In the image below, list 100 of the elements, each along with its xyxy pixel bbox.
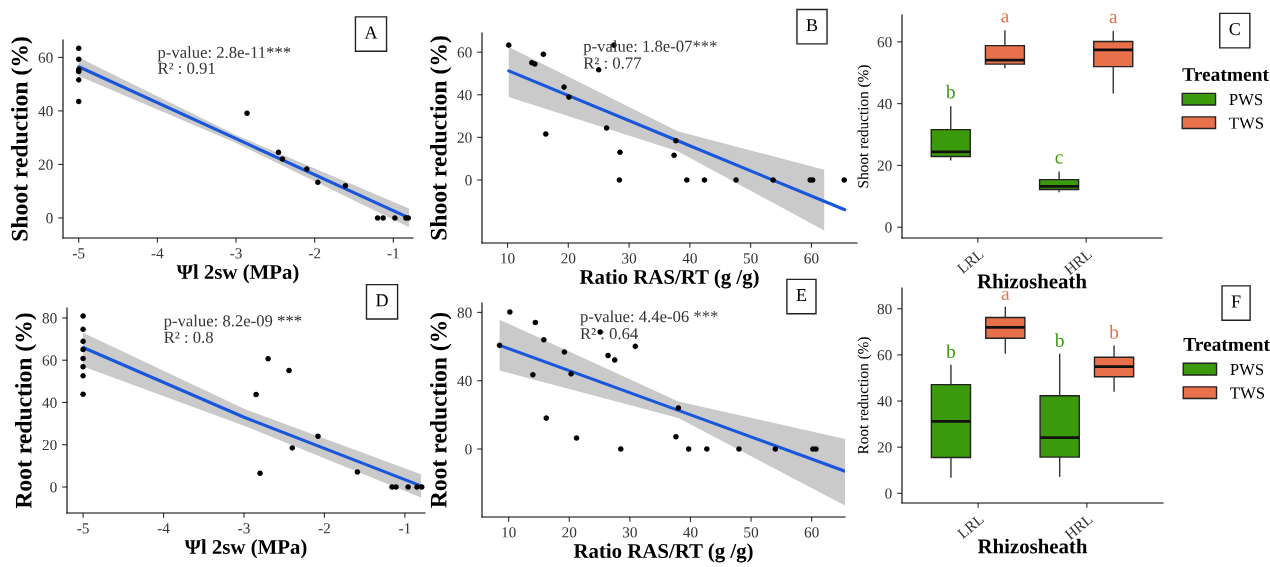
point — [772, 446, 779, 452]
point — [496, 342, 503, 349]
point — [354, 469, 361, 475]
point — [405, 484, 411, 490]
y-tick-label: 0 — [885, 488, 892, 499]
y-tick-label: 60 — [38, 52, 53, 63]
x-tick-label: 40 — [683, 527, 698, 538]
x-tick-label: 30 — [622, 253, 637, 264]
point — [505, 42, 512, 48]
point — [770, 177, 776, 183]
x-tick-label: -4 — [157, 523, 170, 534]
point — [374, 215, 381, 221]
x-tick-label: 60 — [804, 527, 819, 538]
y-tick-label: 40 — [38, 106, 53, 117]
point — [507, 309, 513, 315]
x-tick-label: HRL — [1064, 513, 1093, 541]
point — [543, 415, 550, 421]
point — [541, 336, 547, 343]
point — [75, 45, 82, 52]
point — [342, 183, 349, 189]
point — [414, 484, 420, 490]
point — [530, 371, 536, 378]
x-tick-label: -5 — [77, 523, 89, 534]
point — [80, 363, 86, 370]
annotation: p-value: 4.4e-06 *** — [580, 310, 718, 326]
point — [684, 177, 690, 183]
point — [75, 77, 82, 83]
point — [80, 346, 86, 353]
x-axis-title: Ratio RAS/RT (g /g) — [579, 269, 759, 289]
x-tick-label: 60 — [804, 253, 819, 264]
y-axis-title: Root reduction (%) — [430, 312, 452, 508]
x-tick-label: -5 — [72, 248, 85, 259]
x-tick-label: -1 — [387, 248, 399, 259]
text: a — [1001, 290, 1010, 300]
text: D — [376, 294, 388, 307]
text: c — [1055, 154, 1063, 164]
y-axis-title: Root reduction (%) — [15, 313, 37, 509]
point — [289, 445, 296, 451]
x-axis-title: Ψl 2sw (MPa) — [176, 264, 299, 284]
point — [568, 371, 574, 377]
x-tick-label: HRL — [1063, 248, 1093, 276]
point — [605, 352, 611, 359]
text: b — [1109, 325, 1119, 339]
x-axis-title: Ratio RAS/RT (g /g) — [573, 543, 753, 563]
x-tick-label: 20 — [562, 527, 577, 538]
point — [80, 326, 86, 333]
point — [543, 131, 549, 137]
point — [80, 338, 86, 345]
x-axis-title: Rhizosheath — [977, 273, 1087, 289]
x-tick-label: LRL — [956, 513, 985, 540]
point — [80, 313, 86, 319]
point — [540, 51, 547, 58]
point — [701, 177, 708, 183]
y-tick-label: 40 — [877, 396, 892, 407]
y-tick-label: 0 — [50, 482, 57, 493]
y-tick-label: 40 — [42, 397, 57, 408]
annotation: p-value: 2.8e-11*** — [157, 46, 291, 62]
y-tick-label: 20 — [38, 159, 53, 170]
legend-title: Treatment — [1183, 338, 1270, 352]
x-tick-label: -2 — [308, 248, 321, 259]
text: b — [946, 344, 956, 359]
point — [265, 355, 271, 362]
y-tick-label: 80 — [877, 303, 892, 315]
line-series — [507, 69, 847, 212]
point — [616, 177, 623, 183]
y-tick-label: 0 — [885, 222, 892, 233]
point — [733, 177, 739, 183]
y-tick-label: 20 — [457, 132, 472, 143]
point — [304, 166, 310, 172]
legend-label: PWS — [1230, 363, 1264, 376]
point — [244, 110, 250, 117]
text: A — [364, 26, 378, 39]
point — [617, 149, 623, 156]
y-axis-title: Shoot reduction (%) — [857, 65, 872, 188]
point — [704, 446, 710, 452]
point — [736, 446, 742, 452]
legend-label: PWS — [1229, 93, 1263, 106]
point — [275, 149, 282, 156]
text: a — [1109, 13, 1118, 24]
y-tick-label: 20 — [877, 160, 892, 171]
y-tick-label: 0 — [465, 175, 472, 186]
point — [286, 367, 292, 374]
y-tick-label: 40 — [457, 375, 472, 387]
point — [393, 484, 399, 490]
y-tick-label: 0 — [465, 444, 472, 455]
point — [673, 433, 679, 440]
y-tick-label: 60 — [42, 355, 57, 366]
x-tick-label: -4 — [151, 248, 164, 259]
point — [561, 349, 568, 355]
point — [561, 84, 567, 90]
point — [279, 156, 286, 162]
point — [611, 357, 618, 363]
point — [603, 125, 610, 131]
point — [618, 446, 624, 452]
point — [257, 470, 263, 477]
annotation: R² : 0.91 — [157, 62, 215, 74]
legend-title: Treatment — [1182, 68, 1269, 82]
point — [80, 373, 86, 379]
x-tick-label: 20 — [561, 253, 576, 264]
y-tick-label: 80 — [457, 307, 472, 318]
